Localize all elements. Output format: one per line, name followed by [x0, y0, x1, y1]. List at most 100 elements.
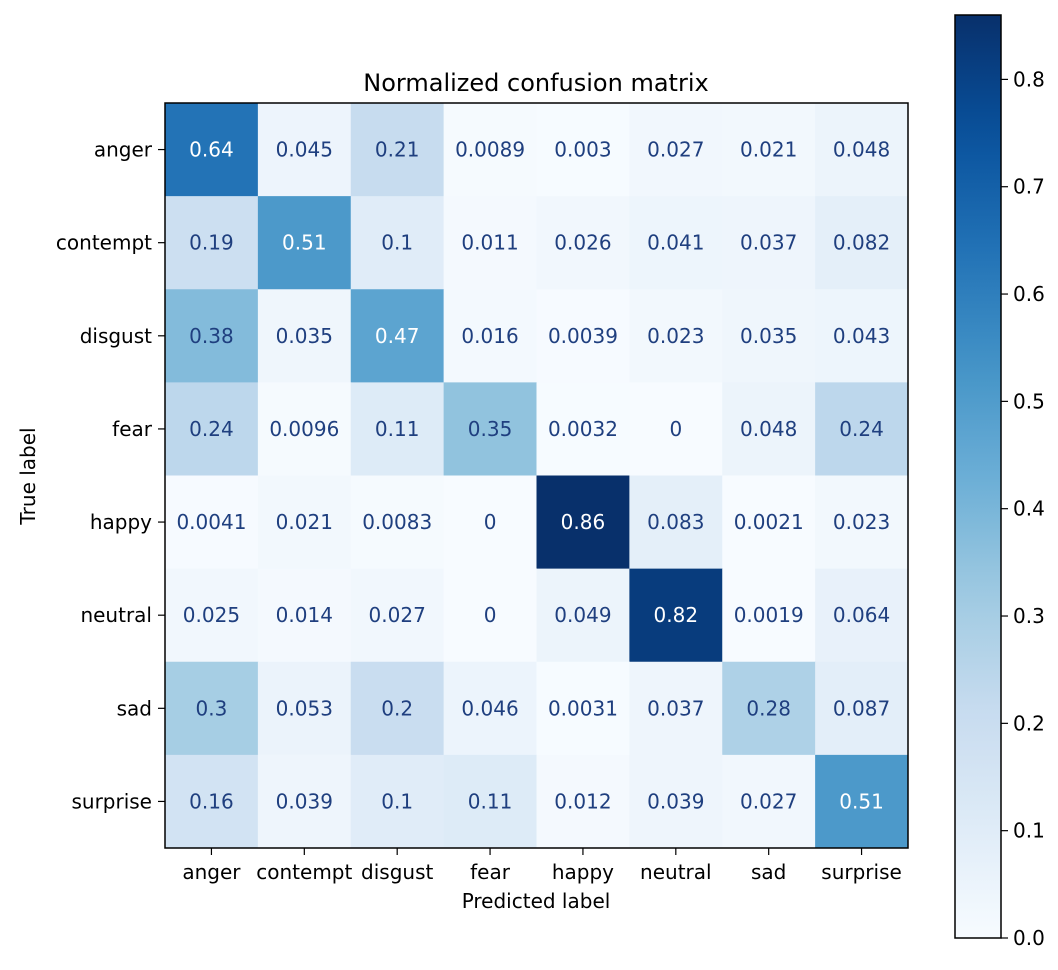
cell-value-label: 0.82 — [654, 603, 699, 627]
matrix-cell — [350, 289, 445, 383]
x-tick-label: contempt — [256, 860, 352, 884]
matrix-cell — [722, 196, 816, 290]
cell-value-label: 0.64 — [189, 138, 234, 162]
matrix-cell — [536, 475, 630, 570]
matrix-cells — [165, 103, 909, 849]
cell-value-label: 0.046 — [461, 696, 518, 720]
cell-value-label: 0.025 — [183, 603, 240, 627]
matrix-cell — [443, 754, 537, 849]
matrix-cell — [536, 289, 630, 383]
cell-value-label: 0.014 — [276, 603, 333, 627]
matrix-cell — [165, 382, 259, 476]
cell-value-label: 0.043 — [833, 324, 890, 348]
cell-value-label: 0.24 — [189, 417, 234, 441]
matrix-cell — [815, 568, 909, 663]
y-axis-label: True label — [16, 427, 40, 525]
cell-value-label: 0.035 — [740, 324, 797, 348]
matrix-cell — [350, 754, 445, 849]
matrix-cell — [350, 382, 445, 476]
cell-value-label: 0.021 — [740, 138, 797, 162]
matrix-cell — [350, 661, 445, 756]
x-axis-label: Predicted label — [462, 889, 611, 913]
matrix-cell-labels: 0.64 0.045 0.21 0.0089 0.003 0.027 0.021 0.048 0… — [176, 138, 890, 814]
cell-value-label: 0.041 — [647, 231, 704, 255]
y-tick-label: fear — [112, 417, 153, 441]
cell-value-label: 0.016 — [461, 324, 518, 348]
matrix-cell — [815, 103, 909, 197]
matrix-cell — [629, 754, 723, 849]
cell-value-label: 0 — [484, 603, 497, 627]
cell-value-label: 0.048 — [740, 417, 797, 441]
cell-value-label: 0.19 — [189, 231, 234, 255]
colorbar-tick-label: 0.6 — [1013, 282, 1045, 306]
cell-value-label: 0.035 — [276, 324, 333, 348]
cell-value-label: 0.0039 — [548, 324, 618, 348]
cell-value-label: 0.011 — [461, 231, 518, 255]
cell-value-label: 0.1 — [381, 789, 413, 813]
cell-value-label: 0.0041 — [176, 510, 246, 534]
matrix-cell — [815, 475, 909, 570]
y-axis-ticks: anger contempt disgust fear happy neutral sad s… — [56, 138, 165, 813]
matrix-cell — [165, 661, 259, 756]
matrix-cell — [629, 289, 723, 383]
matrix-cell — [629, 475, 723, 570]
cell-value-label: 0.023 — [647, 324, 704, 348]
matrix-cell — [257, 196, 352, 290]
matrix-cell — [350, 196, 445, 290]
cell-value-label: 0.012 — [554, 789, 611, 813]
cell-value-label: 0.0089 — [455, 138, 525, 162]
cell-value-label: 0.0032 — [548, 417, 618, 441]
y-tick-label: sad — [117, 696, 152, 720]
matrix-cell — [722, 568, 816, 663]
cell-value-label: 0.087 — [833, 696, 890, 720]
y-tick-label: happy — [90, 510, 152, 534]
cell-value-label: 0.0096 — [269, 417, 339, 441]
matrix-cell — [722, 475, 816, 570]
matrix-cell — [165, 196, 259, 290]
cell-value-label: 0.1 — [381, 231, 413, 255]
matrix-cell — [536, 568, 630, 663]
cell-value-label: 0.21 — [375, 138, 420, 162]
cell-value-label: 0.064 — [833, 603, 890, 627]
matrix-cell — [815, 382, 909, 476]
matrix-cell — [815, 196, 909, 290]
cell-value-label: 0.039 — [647, 789, 704, 813]
x-tick-label: disgust — [361, 860, 433, 884]
cell-value-label: 0.0019 — [734, 603, 804, 627]
matrix-cell — [257, 289, 352, 383]
colorbar-tick-label: 0.1 — [1013, 819, 1045, 843]
matrix-cell — [257, 661, 352, 756]
colorbar-tick-label: 0.5 — [1013, 389, 1045, 413]
matrix-cell — [443, 103, 537, 197]
cell-value-label: 0.045 — [276, 138, 333, 162]
matrix-cell — [165, 289, 259, 383]
x-axis-ticks: anger contempt disgust fear happy neutral sad s… — [182, 848, 902, 884]
matrix-cell — [815, 754, 909, 849]
x-tick-label: fear — [470, 860, 511, 884]
matrix-cell — [443, 196, 537, 290]
matrix-cell — [722, 661, 816, 756]
matrix-cell — [350, 568, 445, 663]
matrix-cell — [536, 196, 630, 290]
cell-value-label: 0.28 — [746, 696, 791, 720]
matrix-cell — [350, 103, 445, 197]
cell-value-label: 0.11 — [375, 417, 420, 441]
cell-value-label: 0.082 — [833, 231, 890, 255]
matrix-cell — [629, 103, 723, 197]
cell-value-label: 0.049 — [554, 603, 611, 627]
y-tick-label: neutral — [80, 603, 152, 627]
matrix-cell — [722, 754, 816, 849]
cell-value-label: 0.51 — [282, 231, 327, 255]
colorbar-tick-label: 0.0 — [1013, 926, 1045, 950]
matrix-cell — [815, 661, 909, 756]
y-tick-label: disgust — [80, 324, 152, 348]
matrix-cell — [722, 289, 816, 383]
cell-value-label: 0.24 — [839, 417, 884, 441]
matrix-cell — [257, 568, 352, 663]
matrix-cell — [443, 382, 537, 476]
matrix-cell — [536, 754, 630, 849]
cell-value-label: 0.023 — [833, 510, 890, 534]
matrix-cell — [257, 475, 352, 570]
cell-value-label: 0.039 — [276, 789, 333, 813]
